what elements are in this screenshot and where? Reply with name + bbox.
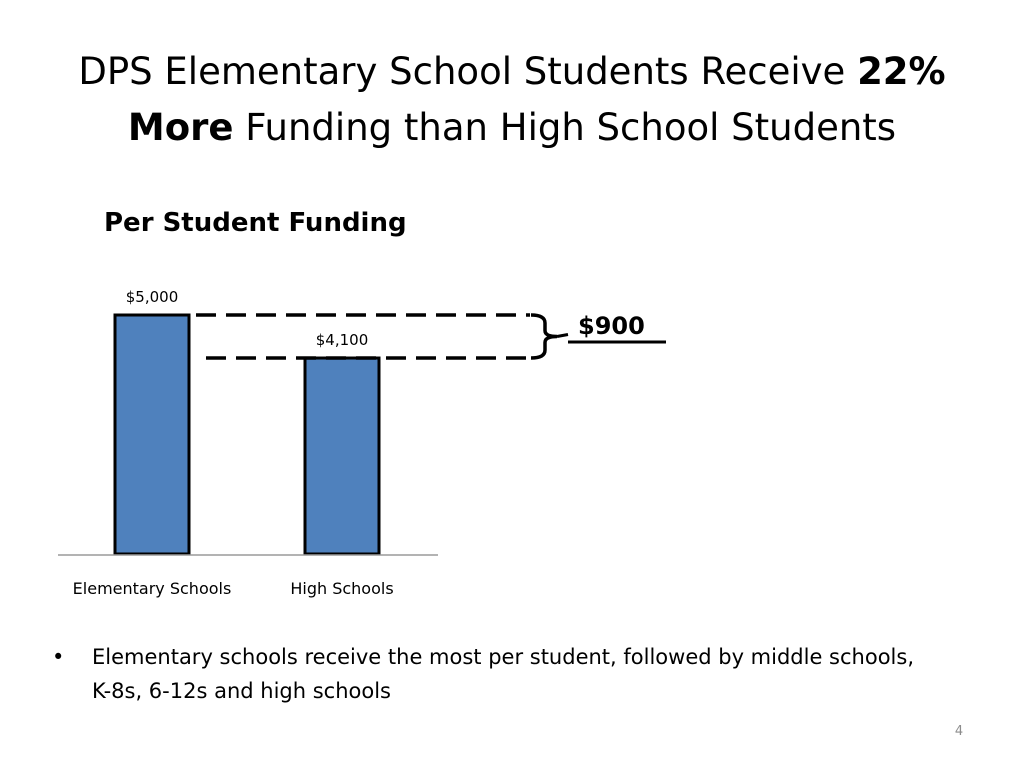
bracket-icon <box>530 313 558 360</box>
title-text-2: Funding than High School Students <box>233 106 897 149</box>
bar-high-school <box>303 356 381 556</box>
bullet-dot-icon: • <box>52 645 65 669</box>
bar-elementary <box>113 313 191 556</box>
data-label: $4,100 <box>316 331 369 349</box>
category-label: Elementary Schools <box>73 579 232 598</box>
category-label: High Schools <box>290 579 393 598</box>
page-number: 4 <box>954 724 964 739</box>
title-highlight-more: More <box>127 106 234 149</box>
difference-label: $900 <box>578 312 645 340</box>
bullet-item: • Elementary schools receive the most pe… <box>52 640 932 708</box>
title-text-1: DPS Elementary School Students Receive <box>78 50 858 93</box>
title-highlight-percent: 22% <box>857 50 946 93</box>
bullet-list: • Elementary schools receive the most pe… <box>52 640 932 708</box>
chart-title: Per Student Funding <box>104 208 407 238</box>
data-label: $5,000 <box>126 288 179 306</box>
bullet-text: Elementary schools receive the most per … <box>92 645 915 703</box>
bracket-connector-line <box>556 333 569 338</box>
slide-title: DPS Elementary School Students Receive 2… <box>40 44 984 156</box>
